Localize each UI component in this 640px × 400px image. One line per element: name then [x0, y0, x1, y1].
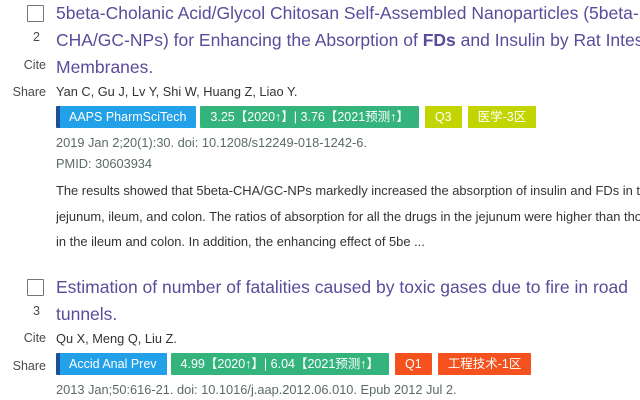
share-button[interactable]: Share	[12, 85, 46, 99]
quartile-badge[interactable]: Q3	[424, 106, 462, 128]
cite-button[interactable]: Cite	[23, 331, 46, 345]
results-divider-space	[0, 255, 640, 274]
impact-factor-badge[interactable]: 4.99【2020↑】| 6.04【2021预测↑】	[170, 352, 390, 375]
result-citation: 2013 Jan;50:616-21. doi: 10.1016/j.aap.2…	[56, 381, 457, 397]
result-citation: 2019 Jan 2;20(1):30. doi: 10.1208/s12249…	[56, 135, 367, 150]
select-result-checkbox[interactable]	[27, 278, 44, 296]
title-text-part2: tunnels.	[56, 303, 118, 324]
title-text-part1: 5beta-Cholanic Acid/Glycol Chitosan Self…	[56, 3, 639, 23]
result-title-link[interactable]: 5beta-Cholanic Acid/Glycol Chitosan Self…	[56, 0, 640, 81]
result-index: 2	[33, 30, 40, 44]
search-result-item: 2 Cite Share 5beta-Cholanic Acid/Glycol …	[0, 0, 640, 255]
share-button[interactable]: Share	[12, 358, 46, 373]
cite-button[interactable]: Cite	[23, 57, 46, 72]
title-text-part4: Membranes.	[56, 57, 154, 77]
result-pmid: PMID: 30603934	[56, 156, 153, 171]
category-rank-badge[interactable]: 医学-3区	[467, 106, 537, 128]
result-content: Estimation of number of fatalities cause…	[56, 274, 640, 400]
impact-factor-badge[interactable]: 3.25【2020↑】| 3.76【2021预测↑】	[200, 106, 419, 128]
select-result-checkbox[interactable]	[27, 5, 44, 22]
title-text-part3: and Insulin by Rat Intestinal	[460, 30, 640, 50]
journal-name-badge[interactable]: Accid Anal Prev	[56, 352, 167, 375]
title-text-bold: FDs	[422, 30, 456, 50]
quartile-badge[interactable]: Q1	[395, 352, 432, 375]
title-text-part1: Estimation of number of fatalities cause…	[56, 276, 628, 297]
result-authors: Yan C, Gu J, Lv Y, Shi W, Huang Z, Liao …	[56, 84, 298, 99]
category-rank-badge[interactable]: 工程技术-1区	[437, 352, 532, 375]
title-text-part2: CHA/GC-NPs) for Enhancing the Absorption…	[56, 30, 423, 50]
result-index: 3	[33, 303, 40, 318]
search-result-item: 3 Cite Share Estimation of number of fat…	[0, 274, 640, 400]
result-title-link[interactable]: Estimation of number of fatalities cause…	[56, 274, 640, 328]
journal-name-badge[interactable]: AAPS PharmSciTech	[56, 106, 197, 128]
result-actions-rail: 2 Cite Share	[0, 0, 56, 99]
journal-metrics-badges: Accid Anal Prev 4.99【2020↑】| 6.04【2021预测…	[56, 352, 640, 375]
result-authors: Qu X, Meng Q, Liu Z.	[56, 330, 177, 346]
journal-metrics-badges: AAPS PharmSciTech 3.25【2020↑】| 3.76【2021…	[56, 106, 640, 128]
result-actions-rail: 3 Cite Share	[0, 274, 56, 373]
result-content: 5beta-Cholanic Acid/Glycol Chitosan Self…	[56, 0, 640, 255]
result-abstract-snippet: The results showed that 5beta-CHA/GC-NPs…	[56, 183, 640, 249]
